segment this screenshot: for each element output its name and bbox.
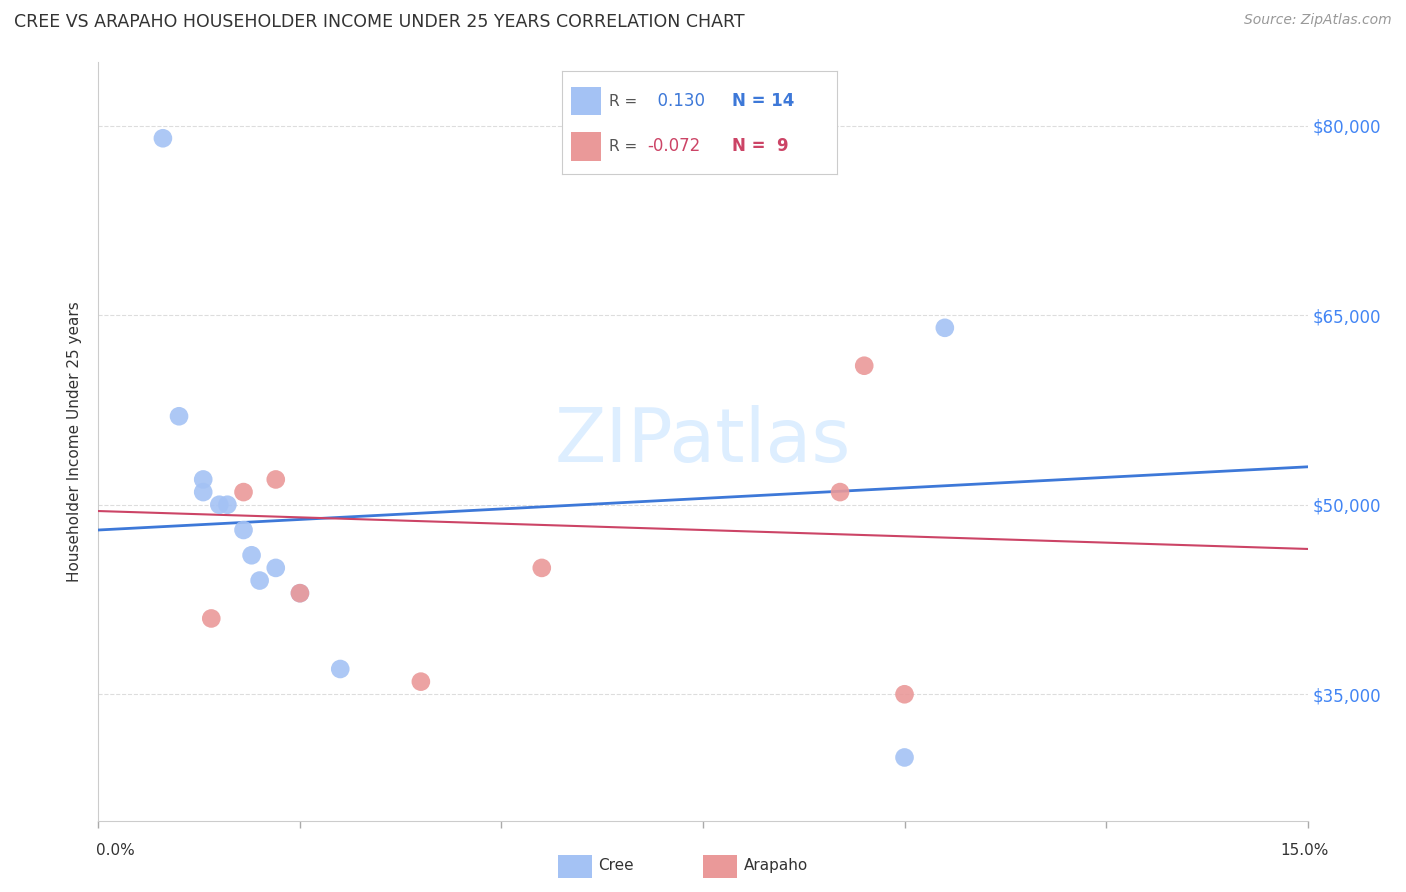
- Text: CREE VS ARAPAHO HOUSEHOLDER INCOME UNDER 25 YEARS CORRELATION CHART: CREE VS ARAPAHO HOUSEHOLDER INCOME UNDER…: [14, 13, 745, 31]
- Point: [288, 586, 311, 600]
- Text: 0.0%: 0.0%: [96, 843, 135, 858]
- Point: [240, 548, 263, 563]
- Point: [200, 611, 222, 625]
- Point: [217, 498, 239, 512]
- Point: [249, 574, 271, 588]
- Text: R =: R =: [609, 139, 637, 153]
- Point: [208, 498, 231, 512]
- Text: -0.072: -0.072: [647, 137, 700, 155]
- Y-axis label: Householder Income Under 25 years: Householder Income Under 25 years: [67, 301, 83, 582]
- Point: [264, 473, 287, 487]
- Point: [934, 321, 956, 335]
- Bar: [571, 132, 600, 161]
- Point: [828, 485, 851, 500]
- Text: ZIPatlas: ZIPatlas: [555, 405, 851, 478]
- Point: [232, 485, 254, 500]
- Point: [409, 674, 432, 689]
- Point: [530, 561, 553, 575]
- Point: [329, 662, 352, 676]
- Point: [193, 473, 215, 487]
- Point: [893, 750, 915, 764]
- Point: [264, 561, 287, 575]
- Text: 15.0%: 15.0%: [1281, 843, 1329, 858]
- Text: 0.130: 0.130: [647, 92, 706, 110]
- Point: [167, 409, 190, 424]
- Text: Cree: Cree: [599, 858, 634, 872]
- Text: N =  9: N = 9: [733, 137, 789, 155]
- Bar: [571, 87, 600, 115]
- Point: [288, 586, 311, 600]
- Point: [152, 131, 174, 145]
- Text: Source: ZipAtlas.com: Source: ZipAtlas.com: [1244, 13, 1392, 28]
- Bar: [703, 855, 737, 878]
- Text: R =: R =: [609, 94, 637, 109]
- Bar: [558, 855, 592, 878]
- Point: [853, 359, 876, 373]
- Point: [893, 687, 915, 701]
- Text: Arapaho: Arapaho: [744, 858, 807, 872]
- Point: [232, 523, 254, 537]
- Text: N = 14: N = 14: [733, 92, 794, 110]
- Point: [193, 485, 215, 500]
